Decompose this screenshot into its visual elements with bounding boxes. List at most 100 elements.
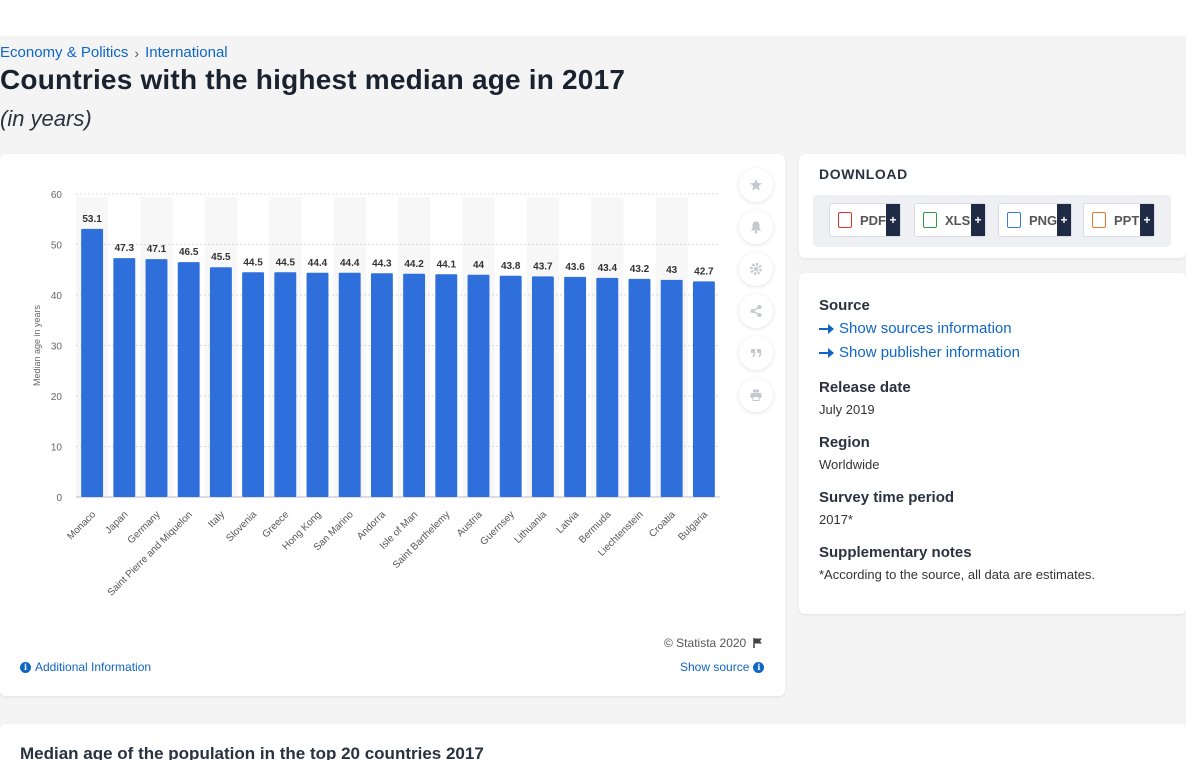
xls-file-icon bbox=[923, 212, 937, 228]
data-label: 47.3 bbox=[115, 243, 135, 254]
x-tick-label: Italy bbox=[206, 509, 227, 530]
bar-chart: 0 10 20 30 40 50 60 Median age in years 53.1 Mona… bbox=[32, 190, 720, 598]
x-tick-label: Austria bbox=[455, 509, 485, 539]
y-tick-label: 0 bbox=[56, 493, 62, 504]
bar-bulgaria bbox=[692, 281, 715, 497]
arrow-right-icon bbox=[819, 323, 834, 334]
favorite-button[interactable] bbox=[739, 168, 773, 202]
show-publisher-link[interactable]: Show publisher information bbox=[819, 344, 1020, 361]
show-sources-link[interactable]: Show sources information bbox=[819, 320, 1012, 337]
top-bar bbox=[0, 0, 1186, 36]
y-tick-label: 60 bbox=[51, 190, 63, 201]
png-file-icon bbox=[1007, 212, 1021, 228]
description-title: Median age of the population in the top … bbox=[20, 744, 484, 760]
info-icon: i bbox=[20, 661, 31, 673]
star-icon bbox=[750, 179, 762, 191]
source-label: Source bbox=[819, 297, 870, 314]
data-label: 43 bbox=[666, 265, 678, 276]
survey-period-label: Survey time period bbox=[819, 489, 955, 506]
data-label: 45.5 bbox=[211, 252, 231, 263]
additional-information-link[interactable]: i Additional Information bbox=[20, 660, 151, 674]
gear-icon bbox=[750, 263, 762, 275]
cite-button[interactable] bbox=[739, 336, 773, 370]
supplementary-notes-label: Supplementary notes bbox=[819, 544, 972, 561]
x-tick-label: Croatia bbox=[647, 509, 678, 540]
y-tick-label: 40 bbox=[51, 291, 63, 302]
chart-card: 0 10 20 30 40 50 60 Median age in years 53.1 Mona… bbox=[0, 154, 785, 696]
download-pdf-label: PDF bbox=[860, 212, 886, 228]
bar-italy bbox=[209, 267, 232, 497]
data-label: 43.8 bbox=[501, 261, 521, 272]
pdf-plus-badge: + bbox=[886, 204, 900, 236]
x-tick-label: Lithuania bbox=[513, 509, 550, 546]
download-card: DOWNLOAD PDF + XLS + PNG + PPT + bbox=[799, 154, 1186, 258]
settings-button[interactable] bbox=[739, 252, 773, 286]
download-xls-label: XLS bbox=[945, 212, 971, 228]
bar-lithuania bbox=[531, 276, 554, 497]
region-value: Worldwide bbox=[819, 457, 880, 472]
y-tick-label: 50 bbox=[51, 241, 63, 252]
show-publisher-label: Show publisher information bbox=[839, 344, 1020, 361]
data-label: 43.4 bbox=[598, 263, 618, 274]
page-subtitle: (in years) bbox=[0, 106, 92, 131]
data-label: 43.2 bbox=[630, 264, 650, 275]
bar-croatia bbox=[660, 279, 683, 497]
download-ppt-label: PPT bbox=[1114, 212, 1140, 228]
arrow-right-icon bbox=[819, 347, 834, 358]
data-label: 46.5 bbox=[179, 247, 199, 258]
download-ppt-button[interactable]: PPT + bbox=[1083, 203, 1155, 237]
bar-germany bbox=[145, 259, 168, 497]
notification-button[interactable] bbox=[739, 210, 773, 244]
x-tick-label: Japan bbox=[103, 509, 130, 536]
data-label: 42.7 bbox=[694, 266, 714, 277]
bar-guernsey bbox=[499, 275, 522, 497]
share-button[interactable] bbox=[739, 294, 773, 328]
data-label: 53.1 bbox=[82, 214, 102, 225]
bar-austria bbox=[467, 274, 490, 497]
y-tick-label: 10 bbox=[51, 443, 63, 454]
download-png-button[interactable]: PNG + bbox=[998, 203, 1072, 237]
quote-icon bbox=[751, 349, 762, 358]
download-png-label: PNG bbox=[1029, 212, 1058, 228]
print-button[interactable] bbox=[739, 378, 773, 412]
ppt-file-icon bbox=[1092, 212, 1106, 228]
survey-period-value: 2017* bbox=[819, 512, 853, 527]
breadcrumb: Economy & Politics › International bbox=[0, 44, 228, 61]
region-label: Region bbox=[819, 434, 870, 451]
flag-icon[interactable] bbox=[752, 637, 764, 649]
release-date-label: Release date bbox=[819, 379, 911, 396]
description-card: Median age of the population in the top … bbox=[0, 724, 1186, 760]
x-tick-label: Guernsey bbox=[478, 509, 516, 547]
bar-bermuda bbox=[596, 277, 619, 497]
data-label: 43.7 bbox=[533, 261, 553, 272]
bar-andorra bbox=[370, 273, 393, 497]
x-tick-label: Latvia bbox=[555, 509, 582, 536]
data-label: 44 bbox=[473, 260, 485, 271]
additional-information-label: Additional Information bbox=[35, 660, 152, 674]
download-title: DOWNLOAD bbox=[819, 166, 908, 182]
supplementary-notes-value: *According to the source, all data are e… bbox=[819, 567, 1096, 582]
info-icon: i bbox=[753, 661, 765, 673]
bar-slovenia bbox=[242, 272, 265, 497]
x-tick-label: Slovenia bbox=[224, 509, 259, 544]
data-label: 44.2 bbox=[404, 259, 424, 270]
breadcrumb-separator: › bbox=[134, 44, 140, 61]
show-source-link[interactable]: Show source i bbox=[680, 660, 765, 674]
breadcrumb-item-international[interactable]: International bbox=[145, 44, 228, 61]
ppt-plus-badge: + bbox=[1140, 204, 1154, 236]
copyright-text: © Statista 2020 bbox=[664, 636, 747, 650]
bar-isle-of-man bbox=[403, 273, 426, 497]
x-tick-label: Monaco bbox=[65, 509, 98, 542]
data-label: 44.3 bbox=[372, 258, 392, 269]
bar-greece bbox=[274, 272, 297, 497]
bar-liechtenstein bbox=[628, 278, 651, 497]
print-icon bbox=[750, 389, 762, 401]
download-pdf-button[interactable]: PDF + bbox=[829, 203, 901, 237]
y-tick-label: 20 bbox=[51, 392, 63, 403]
statistic-details-card: Source Show sources information Show pub… bbox=[799, 273, 1186, 614]
bell-icon bbox=[751, 221, 761, 234]
bar-saint-pierre-and-miquelon bbox=[177, 262, 200, 497]
download-xls-button[interactable]: XLS + bbox=[914, 203, 986, 237]
data-label: 43.6 bbox=[565, 262, 585, 273]
breadcrumb-item-economy[interactable]: Economy & Politics bbox=[0, 44, 129, 61]
